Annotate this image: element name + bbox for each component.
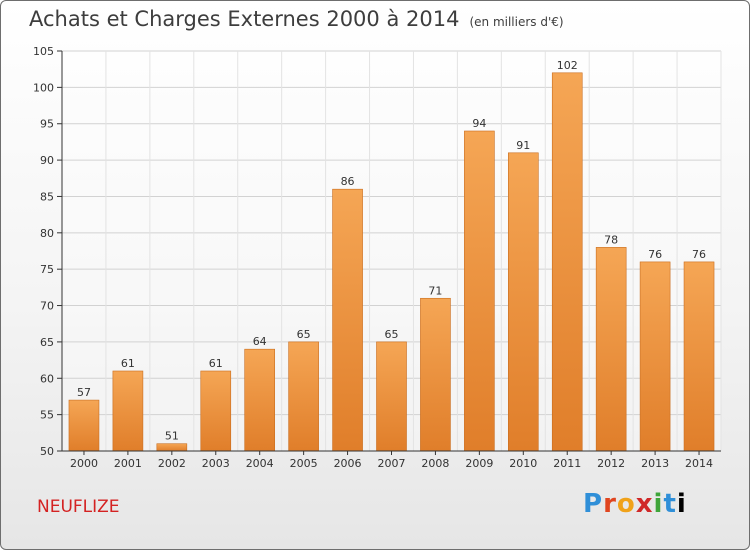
x-tick-label: 2003 bbox=[202, 457, 230, 470]
x-tick-label: 2000 bbox=[70, 457, 98, 470]
bar-value-label: 94 bbox=[472, 117, 486, 130]
bar-value-label: 57 bbox=[77, 386, 91, 399]
bar-value-label: 86 bbox=[341, 175, 355, 188]
bar-value-label: 65 bbox=[297, 328, 311, 341]
bar bbox=[68, 399, 100, 452]
bar-value-label: 61 bbox=[209, 357, 223, 370]
y-tick-label: 70 bbox=[40, 300, 54, 313]
bar-value-label: 64 bbox=[253, 335, 267, 348]
y-tick-label: 85 bbox=[40, 190, 54, 203]
bar bbox=[551, 72, 583, 452]
logo-letter: i bbox=[676, 489, 687, 519]
bar-value-label: 76 bbox=[648, 248, 662, 261]
y-tick-label: 105 bbox=[33, 45, 54, 58]
y-tick-label: 95 bbox=[40, 118, 54, 131]
bar bbox=[376, 341, 407, 452]
x-tick-label: 2004 bbox=[246, 457, 274, 470]
bar-value-label: 65 bbox=[385, 328, 399, 341]
logo-letter: o bbox=[616, 489, 636, 519]
bar bbox=[288, 341, 319, 452]
x-tick-label: 2010 bbox=[509, 457, 537, 470]
bar-value-label: 76 bbox=[692, 248, 706, 261]
y-tick-label: 75 bbox=[40, 263, 54, 276]
x-tick-label: 2013 bbox=[641, 457, 669, 470]
logo-letter: x bbox=[635, 489, 654, 519]
bar bbox=[200, 370, 232, 452]
y-tick-label: 50 bbox=[40, 445, 54, 458]
bar bbox=[420, 297, 451, 452]
x-tick-label: 2007 bbox=[378, 457, 406, 470]
bar bbox=[244, 348, 275, 452]
bar bbox=[683, 261, 715, 452]
y-tick-label: 100 bbox=[33, 81, 54, 94]
bar-value-label: 78 bbox=[604, 233, 618, 246]
x-tick-label: 2008 bbox=[421, 457, 449, 470]
bar-value-label: 51 bbox=[165, 430, 179, 443]
y-tick-label: 80 bbox=[40, 227, 54, 240]
x-tick-label: 2014 bbox=[685, 457, 713, 470]
bar-value-label: 102 bbox=[557, 59, 578, 72]
x-tick-label: 2011 bbox=[553, 457, 581, 470]
chart-unit: (en milliers d'€) bbox=[469, 15, 564, 29]
bar-value-label: 61 bbox=[121, 357, 135, 370]
logo-letter: i bbox=[653, 489, 664, 519]
bar bbox=[112, 370, 144, 452]
bar bbox=[639, 261, 671, 452]
chart-title: Achats et Charges Externes 2000 à 2014 bbox=[29, 7, 460, 31]
logo-letter: t bbox=[663, 489, 677, 519]
x-tick-label: 2005 bbox=[290, 457, 318, 470]
y-tick-label: 55 bbox=[40, 409, 54, 422]
bar bbox=[507, 152, 539, 452]
y-tick-label: 90 bbox=[40, 154, 54, 167]
logo-letter: r bbox=[603, 489, 617, 519]
x-tick-label: 2006 bbox=[334, 457, 362, 470]
y-tick-label: 60 bbox=[40, 372, 54, 385]
bar-value-label: 91 bbox=[516, 139, 530, 152]
bar bbox=[595, 247, 627, 452]
bar bbox=[464, 130, 495, 452]
x-tick-label: 2002 bbox=[158, 457, 186, 470]
bar bbox=[156, 443, 188, 452]
proxiti-logo: Proxiti bbox=[583, 489, 687, 519]
logo-letter: P bbox=[583, 489, 604, 519]
bar bbox=[332, 188, 363, 452]
bar-value-label: 71 bbox=[428, 284, 442, 297]
y-tick-label: 65 bbox=[40, 336, 54, 349]
commune-name: NEUFLIZE bbox=[37, 497, 120, 517]
x-tick-label: 2009 bbox=[465, 457, 493, 470]
chart-title-block: Achats et Charges Externes 2000 à 2014 (e… bbox=[29, 7, 564, 31]
x-tick-label: 2001 bbox=[114, 457, 142, 470]
x-tick-label: 2012 bbox=[597, 457, 625, 470]
